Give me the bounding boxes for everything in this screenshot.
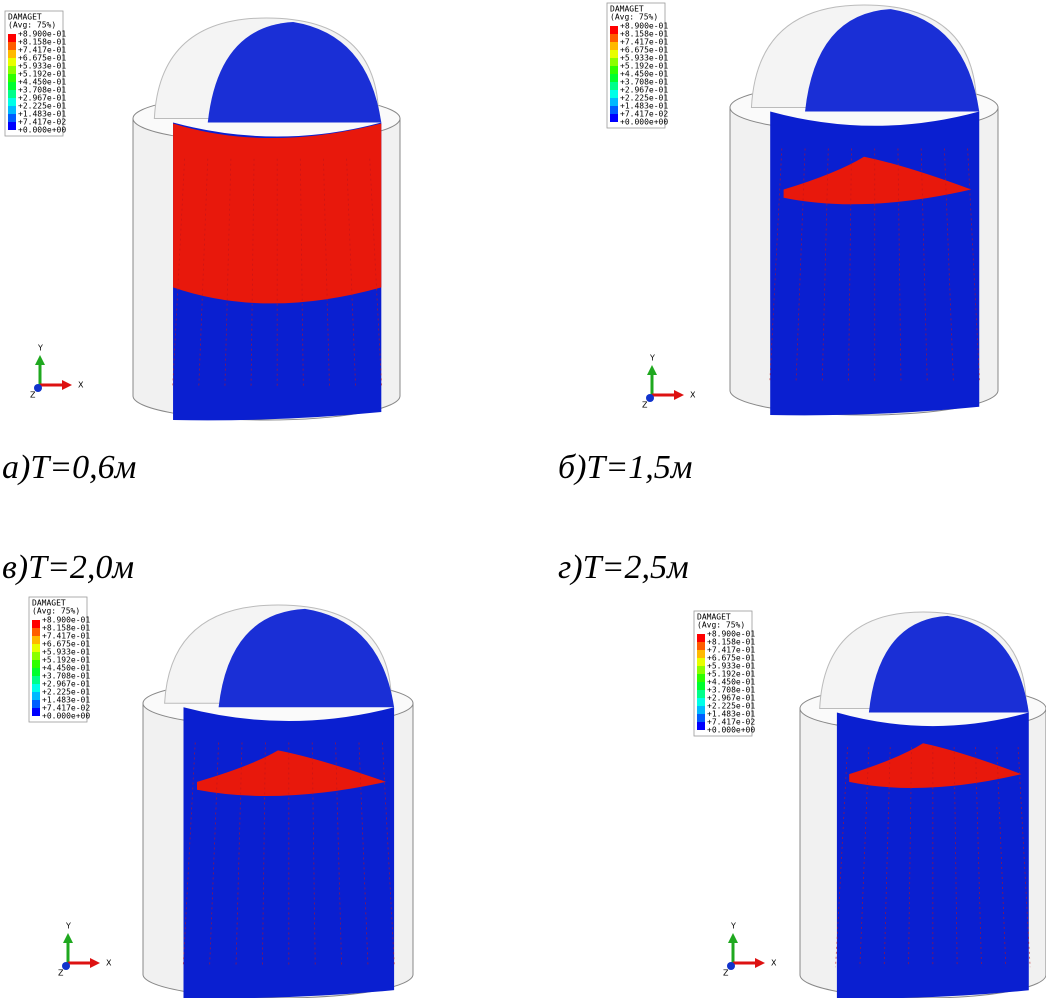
- legend-swatch: [8, 34, 16, 42]
- legend-swatch: [697, 698, 705, 706]
- panel-caption: в)T=2,0м: [2, 549, 134, 586]
- legend-swatch: [610, 66, 618, 74]
- legend-swatch: [32, 644, 40, 652]
- figure: DAMAGET(Avg: 75%)+8.900e-01+8.158e-01+7.…: [0, 0, 1046, 998]
- legend-swatch: [610, 90, 618, 98]
- panel: DAMAGET(Avg: 75%)+8.900e-01+8.158e-01+7.…: [29, 597, 413, 998]
- legend-swatch: [697, 634, 705, 642]
- x-arrow-head: [90, 958, 100, 968]
- axis-label-y: Y: [65, 922, 71, 931]
- legend-swatch: [8, 90, 16, 98]
- legend-swatch: [32, 684, 40, 692]
- legend-subtitle: (Avg: 75%): [8, 21, 56, 30]
- y-arrow-head: [63, 933, 73, 943]
- legend-swatch: [32, 652, 40, 660]
- legend-swatch: [610, 106, 618, 114]
- legend-swatch: [697, 658, 705, 666]
- panel: DAMAGET(Avg: 75%)+8.900e-01+8.158e-01+7.…: [607, 3, 998, 415]
- legend-swatch: [610, 82, 618, 90]
- legend-swatch: [610, 42, 618, 50]
- axis-label-z: Z: [58, 969, 64, 978]
- legend-subtitle: (Avg: 75%): [697, 621, 745, 630]
- legend-swatch: [697, 706, 705, 714]
- legend-swatch: [8, 114, 16, 122]
- legend-swatch: [32, 660, 40, 668]
- legend-swatch: [8, 98, 16, 106]
- panel-caption: а)T=0,6м: [2, 449, 136, 486]
- legend-swatch: [610, 58, 618, 66]
- legend-swatch: [8, 66, 16, 74]
- legend-swatch: [697, 666, 705, 674]
- axis-label-x: X: [771, 959, 777, 968]
- y-arrow-head: [35, 355, 45, 365]
- axis-label-z: Z: [723, 969, 729, 978]
- legend-swatch: [32, 668, 40, 676]
- legend-swatch: [8, 50, 16, 58]
- panel-caption: б)T=1,5м: [558, 449, 692, 486]
- legend-swatch: [697, 642, 705, 650]
- legend-swatch: [697, 690, 705, 698]
- legend-subtitle: (Avg: 75%): [32, 607, 80, 616]
- legend-swatch: [610, 98, 618, 106]
- legend-swatch: [8, 58, 16, 66]
- legend-swatch: [8, 122, 16, 130]
- legend-swatch: [697, 650, 705, 658]
- damage-zone: [173, 124, 381, 304]
- axis-label-x: X: [78, 381, 84, 390]
- legend-value: +0.000e+00: [707, 726, 755, 735]
- legend-swatch: [610, 26, 618, 34]
- legend-swatch: [32, 700, 40, 708]
- axis-label-y: Y: [37, 344, 43, 353]
- legend-swatch: [697, 682, 705, 690]
- legend-swatch: [8, 74, 16, 82]
- axis-label-x: X: [690, 391, 696, 400]
- legend-value: +0.000e+00: [42, 712, 90, 721]
- legend-swatch: [8, 82, 16, 90]
- axis-label-y: Y: [730, 922, 736, 931]
- legend-swatch: [32, 628, 40, 636]
- legend-swatch: [32, 708, 40, 716]
- legend-swatch: [8, 42, 16, 50]
- panel: DAMAGET(Avg: 75%)+8.900e-01+8.158e-01+7.…: [694, 611, 1046, 998]
- y-arrow-head: [728, 933, 738, 943]
- axis-label-z: Z: [642, 401, 648, 410]
- axis-label-y: Y: [649, 354, 655, 363]
- legend-swatch: [610, 50, 618, 58]
- panel: DAMAGET(Avg: 75%)+8.900e-01+8.158e-01+7.…: [5, 11, 400, 420]
- legend-swatch: [610, 34, 618, 42]
- legend-swatch: [32, 620, 40, 628]
- panel-caption: г)T=2,5м: [558, 549, 689, 586]
- y-arrow-head: [647, 365, 657, 375]
- legend-swatch: [610, 114, 618, 122]
- axis-label-z: Z: [30, 391, 36, 400]
- x-arrow-head: [62, 380, 72, 390]
- legend-swatch: [32, 692, 40, 700]
- legend-swatch: [32, 676, 40, 684]
- legend-value: +0.000e+00: [18, 126, 66, 135]
- x-arrow-head: [674, 390, 684, 400]
- legend-swatch: [697, 714, 705, 722]
- legend-subtitle: (Avg: 75%): [610, 13, 658, 22]
- legend-swatch: [610, 74, 618, 82]
- legend-swatch: [32, 636, 40, 644]
- legend-value: +0.000e+00: [620, 118, 668, 127]
- legend-swatch: [8, 106, 16, 114]
- axis-label-x: X: [106, 959, 112, 968]
- x-arrow-head: [755, 958, 765, 968]
- legend-swatch: [697, 674, 705, 682]
- legend-swatch: [697, 722, 705, 730]
